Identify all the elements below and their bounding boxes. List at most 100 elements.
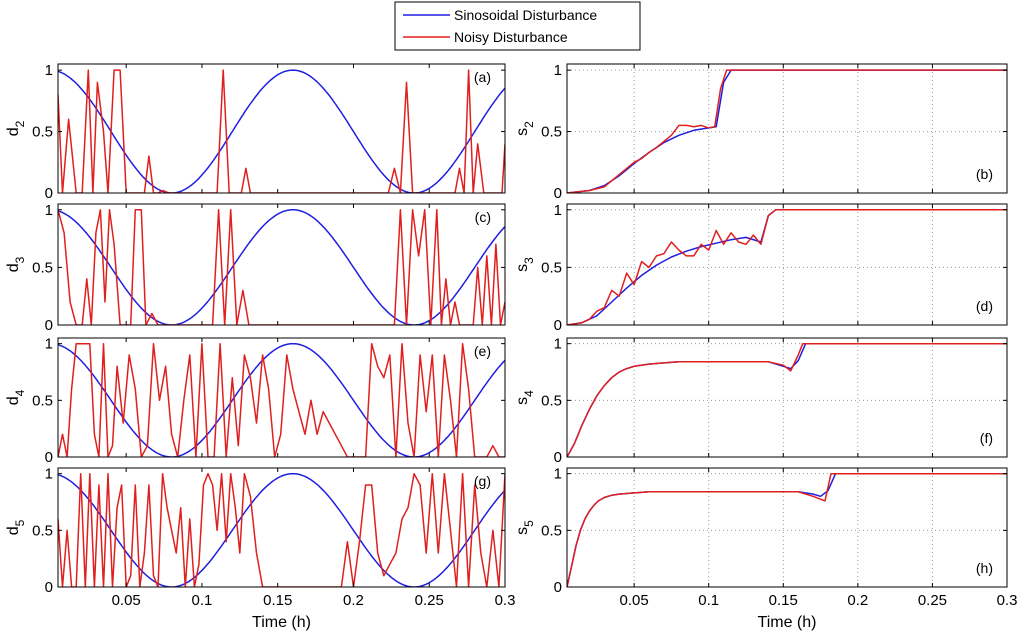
ytick-label: 0.5 — [541, 124, 562, 141]
ylabel-main: s — [514, 527, 531, 535]
series-sinusoidal-e — [58, 342, 505, 457]
ytick-label: 0.5 — [541, 522, 562, 539]
ytick-label: 1 — [45, 62, 53, 79]
xtick-label: 0.25 — [415, 592, 444, 609]
series-sinusoidal-g — [58, 472, 505, 587]
series-noisy-c — [58, 209, 505, 325]
ylabel-main: d — [5, 526, 22, 535]
ylabel: s4 — [514, 390, 536, 405]
series-noisy-e — [58, 342, 505, 457]
ylabel-sub: 4 — [13, 389, 27, 396]
xtick-label: 0.05 — [112, 592, 141, 609]
xtick-label: 0.15 — [263, 592, 292, 609]
panel-b: 0 0.5 1 s2 (b) — [514, 62, 1008, 202]
panel-label: (d) — [976, 298, 993, 314]
axes-frame — [57, 337, 506, 458]
axes-frame — [566, 337, 1008, 458]
panel-label: (a) — [474, 69, 491, 85]
ytick-label: 1 — [45, 466, 53, 483]
axes-frame — [566, 467, 1008, 588]
ylabel: s5 — [514, 520, 536, 535]
ylabel-main: s — [514, 264, 531, 272]
ylabel-main: s — [514, 128, 531, 136]
series-sinusoidal-a — [58, 69, 505, 193]
xtick-label: 0.3 — [495, 592, 516, 609]
ytick-label: 1 — [45, 336, 53, 353]
ytick-label: 0.5 — [32, 522, 53, 539]
panel-label: (e) — [474, 343, 491, 359]
axes-frame — [57, 467, 506, 588]
ylabel-main: d — [5, 396, 22, 405]
ytick-label: 0 — [554, 449, 562, 466]
xtick-label: 0.1 — [698, 592, 719, 609]
ytick-label: 0.5 — [32, 124, 53, 141]
xtick-label: 0.25 — [918, 592, 947, 609]
ylabel: d3 — [5, 256, 27, 272]
ytick-label: 0 — [45, 579, 53, 596]
series-noisy-h — [567, 472, 1007, 587]
ytick-label: 0 — [45, 185, 53, 202]
legend: Sinosoidal Disturbance Noisy Disturbance — [394, 1, 641, 51]
legend-label-sine: Sinosoidal Disturbance — [454, 7, 597, 23]
ylabel-main: d — [5, 263, 22, 272]
xlabel: Time (h) — [252, 614, 311, 631]
ytick-label: 0 — [554, 579, 562, 596]
ytick-label: 0.5 — [541, 392, 562, 409]
legend-label-noisy: Noisy Disturbance — [454, 29, 568, 45]
panel-c: 0 0.5 1 d3 (c) — [5, 202, 506, 334]
xtick-label: 0.05 — [620, 592, 649, 609]
xtick-label: 0.3 — [997, 592, 1018, 609]
xtick-label: 0.2 — [847, 592, 868, 609]
ylabel-sub: 2 — [13, 120, 27, 127]
ytick-label: 1 — [554, 466, 562, 483]
panel-label: (g) — [474, 473, 491, 489]
series-noisy-a — [58, 69, 505, 193]
axes-frame — [57, 203, 506, 326]
ylabel: d5 — [5, 519, 27, 535]
panels: 00.51d2(a)00.51s2(b)00.51d3(c)00.51s3(d)… — [5, 62, 1017, 631]
ylabel-sub: 2 — [522, 121, 536, 128]
ytick-label: 0.5 — [32, 392, 53, 409]
panel-label: (f) — [980, 430, 993, 446]
ytick-label: 0 — [45, 317, 53, 334]
axes-frame — [566, 203, 1008, 326]
ylabel-sub: 4 — [522, 390, 536, 397]
panel-d: 0 0.5 1 s3 (d) — [514, 202, 1008, 334]
ytick-label: 0.5 — [541, 259, 562, 276]
series-noisy-g — [58, 472, 505, 587]
ylabel-sub: 5 — [13, 519, 27, 526]
ytick-label: 1 — [554, 202, 562, 219]
panel-f: 0 0.5 1 s4 (f) — [514, 336, 1008, 466]
panel-g: 0.05 0.1 0.15 0.2 0.25 0.3 0 0.5 1 d5 Time (h) (g) — [5, 466, 515, 631]
ytick-label: 1 — [554, 336, 562, 353]
ytick-label: 0 — [554, 185, 562, 202]
ylabel: s3 — [514, 257, 536, 272]
ytick-label: 1 — [554, 62, 562, 79]
xlabel: Time (h) — [758, 614, 817, 631]
axes-frame — [566, 63, 1008, 194]
ylabel-main: d — [5, 127, 22, 136]
panel-h: 0.05 0.1 0.15 0.2 0.25 0.3 0 0.5 1 s5 Time (h) (h) — [514, 466, 1017, 631]
axes-frame — [57, 63, 506, 194]
ylabel: s2 — [514, 121, 536, 136]
ylabel: d4 — [5, 389, 27, 405]
ytick-label: 0 — [554, 317, 562, 334]
panel-a: 0 0.5 1 d2 (a) — [5, 62, 506, 202]
ytick-label: 0 — [45, 449, 53, 466]
xtick-label: 0.1 — [192, 592, 213, 609]
ylabel: d2 — [5, 120, 27, 136]
ytick-label: 1 — [45, 202, 53, 219]
panel-label: (h) — [976, 560, 993, 576]
ylabel-sub: 3 — [522, 257, 536, 264]
panel-label: (c) — [475, 209, 491, 225]
panel-label: (b) — [976, 166, 993, 182]
ytick-label: 0.5 — [32, 259, 53, 276]
xtick-label: 0.15 — [769, 592, 798, 609]
xtick-label: 0.2 — [343, 592, 364, 609]
series-noisy-d — [567, 209, 1007, 325]
panel-e: 0 0.5 1 d4 (e) — [5, 336, 506, 466]
legend-box — [394, 1, 641, 51]
ylabel-sub: 5 — [522, 520, 536, 527]
ylabel-main: s — [514, 397, 531, 405]
